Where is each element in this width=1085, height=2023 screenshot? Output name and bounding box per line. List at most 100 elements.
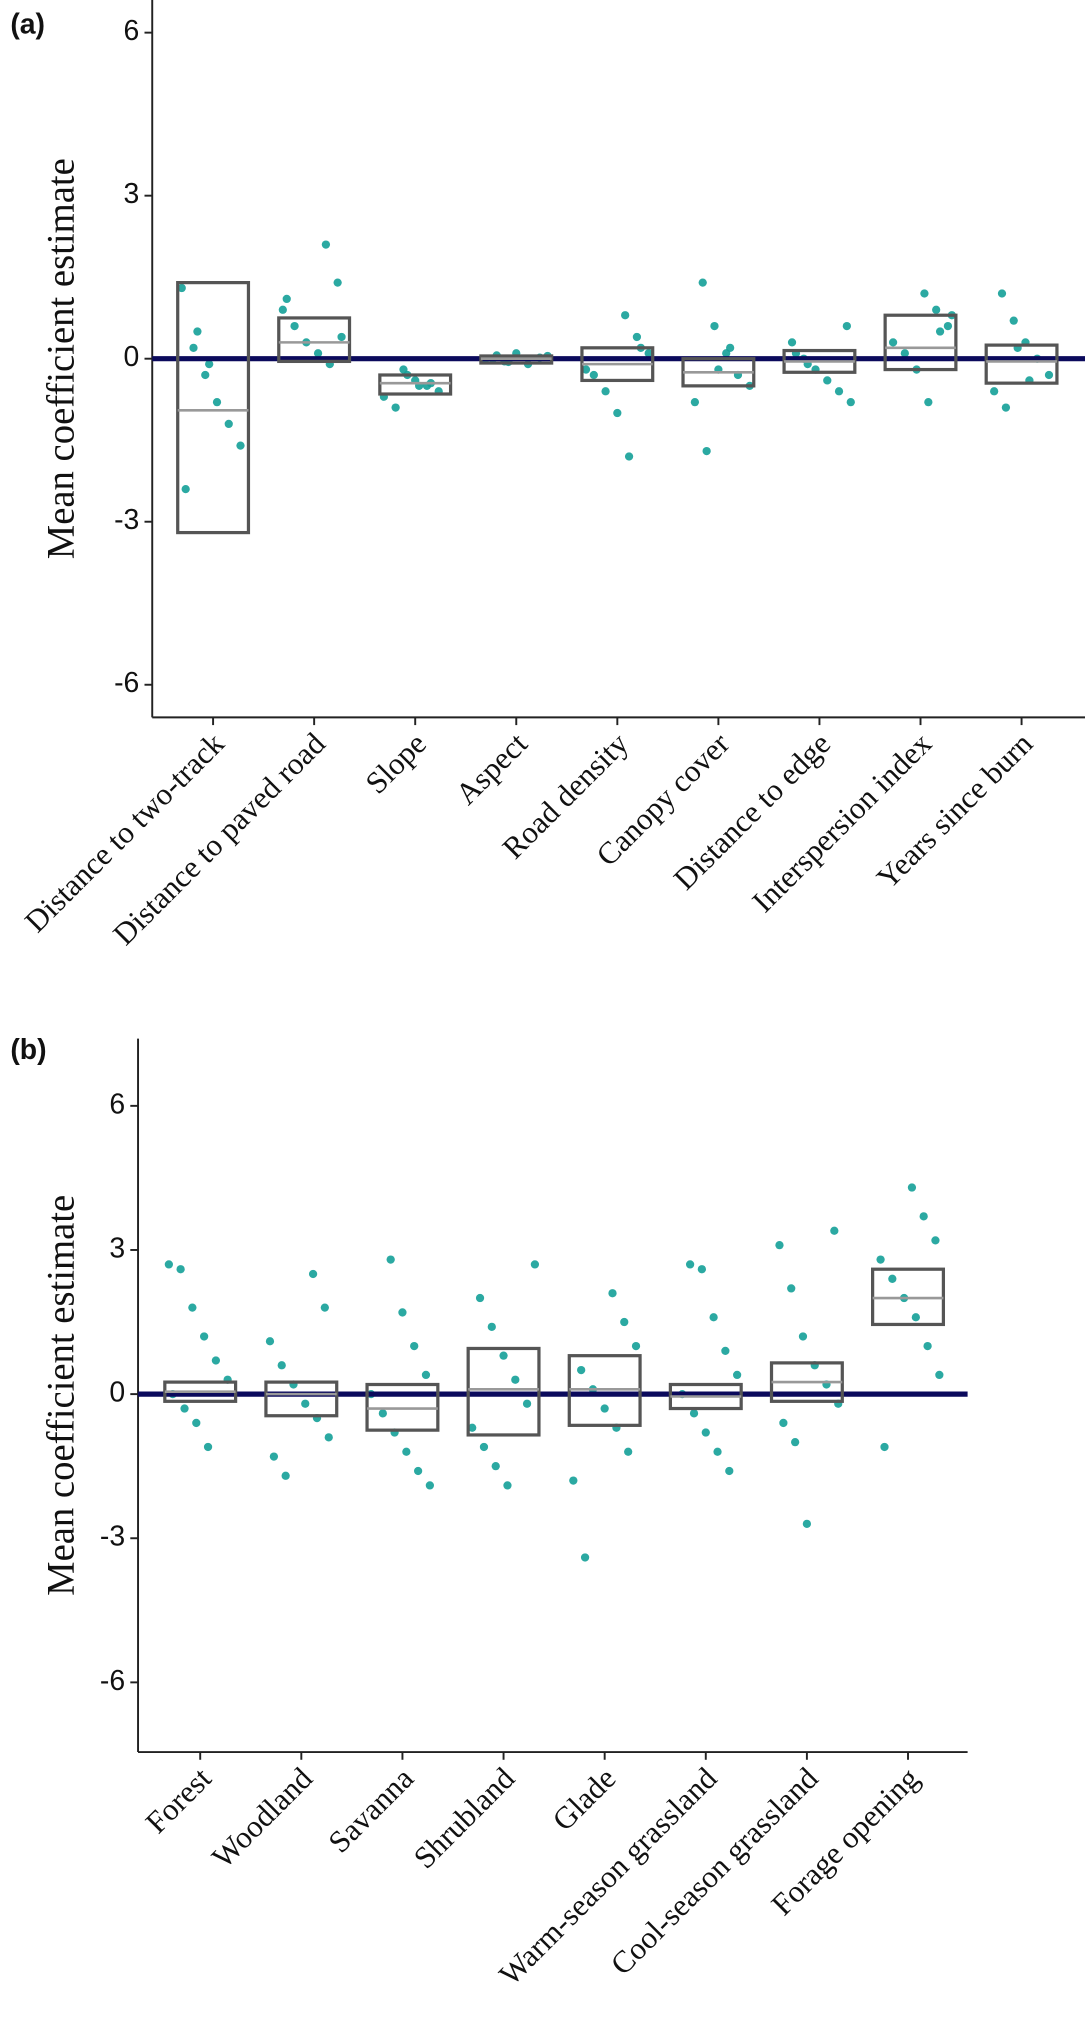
point: [685, 1260, 695, 1269]
point: [193, 327, 202, 336]
y-tick-label: 3: [124, 178, 140, 210]
point: [308, 1269, 318, 1279]
point: [1001, 403, 1011, 412]
point: [842, 321, 851, 331]
point: [475, 1293, 485, 1303]
point: [200, 1332, 209, 1341]
y-tick-label: 0: [124, 341, 140, 373]
point: [775, 1241, 784, 1250]
point: [177, 283, 186, 293]
point: [333, 278, 342, 287]
point: [907, 1183, 917, 1192]
box: [883, 313, 958, 372]
point: [779, 1418, 788, 1428]
point: [212, 398, 222, 407]
y-tick-label: 0: [109, 1377, 125, 1409]
point: [391, 403, 400, 412]
point: [265, 1337, 275, 1346]
point: [192, 1418, 201, 1428]
y-axis-label: Mean coefficient estimate: [40, 158, 82, 559]
point: [791, 1438, 800, 1447]
point: [324, 1433, 333, 1442]
point: [834, 387, 844, 396]
point: [920, 289, 929, 298]
box: [567, 1354, 642, 1427]
point: [702, 446, 711, 456]
x-tick-label: Slope: [358, 726, 433, 801]
point: [802, 1519, 812, 1528]
point: [378, 1409, 387, 1418]
point: [503, 1481, 512, 1490]
box: [264, 1380, 339, 1418]
point: [282, 294, 291, 304]
x-tick-label: Shrubland: [407, 1760, 522, 1875]
point: [277, 1361, 286, 1370]
point: [421, 1370, 431, 1380]
point: [888, 338, 898, 347]
point: [732, 1370, 742, 1380]
point: [468, 1423, 477, 1432]
point: [709, 1313, 718, 1322]
y-axis-label: Mean coefficient estimate: [40, 1195, 82, 1596]
x-tick-label: Forest: [138, 1760, 218, 1840]
point: [313, 349, 323, 358]
x-tick-label: Savanna: [321, 1760, 420, 1859]
box: [176, 281, 251, 535]
point: [911, 1313, 920, 1322]
point: [278, 305, 287, 314]
point: [713, 1447, 722, 1456]
point: [798, 1332, 808, 1341]
point: [631, 1341, 641, 1351]
point: [398, 1308, 407, 1317]
point: [581, 365, 591, 374]
point: [320, 1303, 329, 1312]
point: [600, 1404, 609, 1413]
point: [608, 1289, 617, 1298]
point: [269, 1452, 279, 1461]
point: [589, 370, 598, 380]
point: [577, 1365, 586, 1375]
point: [211, 1356, 221, 1365]
point: [479, 1442, 489, 1452]
point: [499, 1351, 508, 1360]
point: [997, 289, 1007, 298]
point: [701, 1428, 710, 1437]
y-tick-label: 6: [124, 15, 140, 47]
y-tick-label: -6: [100, 1665, 125, 1697]
point: [990, 387, 999, 396]
point: [846, 398, 855, 407]
point: [690, 398, 700, 407]
point: [201, 370, 210, 380]
point: [931, 1236, 940, 1245]
point: [935, 1370, 944, 1380]
point: [689, 1409, 699, 1418]
point: [823, 376, 832, 385]
point: [337, 332, 346, 342]
y-tick-label: -3: [114, 504, 139, 536]
point: [522, 1399, 532, 1408]
point: [830, 1226, 839, 1235]
point: [943, 321, 953, 331]
point: [413, 1466, 423, 1476]
point: [644, 349, 653, 358]
point: [176, 1265, 185, 1274]
point: [569, 1476, 578, 1485]
point: [880, 1442, 889, 1452]
box: [378, 373, 453, 396]
point: [620, 1317, 629, 1327]
point: [888, 1274, 897, 1283]
box: [277, 316, 352, 364]
point: [180, 1404, 189, 1413]
y-tick-label: 6: [109, 1088, 125, 1120]
point: [491, 1462, 500, 1471]
point: [932, 305, 941, 314]
point: [698, 278, 707, 287]
point: [205, 359, 214, 369]
box: [984, 343, 1059, 385]
point: [236, 441, 245, 450]
x-tick-label: Glade: [545, 1760, 622, 1837]
point: [919, 1212, 928, 1221]
point: [224, 419, 233, 429]
point: [181, 484, 190, 494]
